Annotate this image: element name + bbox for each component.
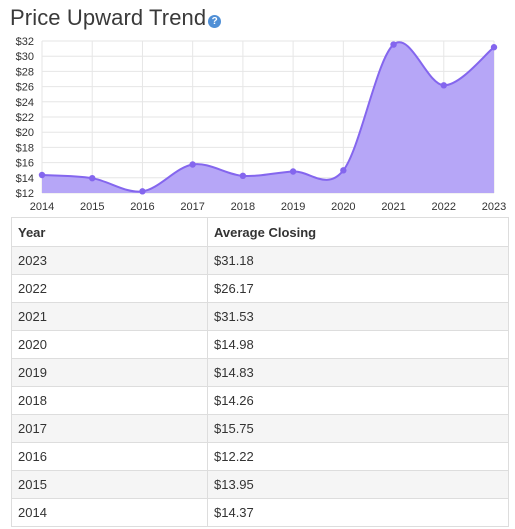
header-average-closing: Average Closing: [207, 217, 509, 247]
y-tick-label: $16: [16, 158, 34, 170]
table-row: 2014 $14.37: [11, 498, 509, 527]
x-tick-label: 2015: [80, 201, 104, 213]
price-table-container: Year Average Closing 2023 $31.18 2022 $26.1…: [11, 217, 509, 527]
y-tick-label: $24: [16, 97, 34, 109]
table-row: 2018 $14.26: [11, 386, 509, 415]
x-tick-label: 2017: [180, 201, 204, 213]
chart-area-layer: [41, 41, 495, 193]
y-axis-ticks: $12 $14 $16 $18 $20 $22 $24 $26 $28 $30 $32: [16, 36, 34, 200]
table-header-row: Year Average Closing: [11, 217, 509, 247]
table-row: 2020 $14.98: [11, 330, 509, 359]
y-tick-label: $14: [16, 173, 34, 185]
data-point: [440, 82, 447, 89]
y-tick-label: $20: [16, 127, 34, 139]
y-tick-label: $18: [16, 142, 34, 154]
x-tick-label: 2018: [231, 201, 255, 213]
average-closing-cell: $14.98: [207, 330, 509, 359]
data-point: [139, 188, 146, 195]
page-title: Price Upward Trend: [10, 5, 207, 30]
table-row: 2016 $12.22: [11, 442, 509, 471]
year-cell: 2022: [11, 274, 208, 303]
year-cell: 2019: [11, 358, 208, 387]
x-tick-label: 2014: [30, 201, 54, 213]
x-tick-label: 2022: [432, 201, 456, 213]
series-area-fill: [42, 42, 494, 193]
year-cell: 2014: [11, 498, 208, 527]
data-point: [239, 172, 247, 180]
price-table: Year Average Closing 2023 $31.18 2022 $26.1…: [11, 217, 509, 527]
y-tick-label: $28: [16, 66, 34, 78]
x-tick-label: 2021: [381, 201, 405, 213]
data-point: [38, 171, 46, 179]
average-closing-cell: $14.26: [207, 386, 509, 415]
table-row: 2022 $26.17: [11, 274, 509, 303]
table-row: 2015 $13.95: [11, 470, 509, 499]
data-point: [390, 41, 397, 48]
x-tick-label: 2023: [482, 201, 506, 213]
help-icon[interactable]: ?: [208, 14, 222, 28]
year-cell: 2023: [11, 246, 208, 275]
data-point: [89, 174, 96, 182]
y-tick-label: $32: [16, 36, 34, 48]
data-point: [289, 168, 297, 175]
data-point: [340, 167, 347, 174]
average-closing-cell: $31.18: [207, 246, 509, 275]
data-point: [490, 44, 498, 51]
y-tick-label: $30: [16, 51, 34, 63]
chart-points: [38, 41, 498, 195]
table-row: 2023 $31.18: [11, 246, 509, 275]
x-tick-label: 2020: [331, 201, 355, 213]
title-row: Price Upward Trend ?: [10, 4, 222, 32]
x-tick-label: 2019: [281, 201, 305, 213]
year-cell: 2018: [11, 386, 208, 415]
header-year: Year: [11, 217, 208, 247]
average-closing-cell: $13.95: [207, 470, 509, 499]
average-closing-cell: $15.75: [207, 414, 509, 443]
year-cell: 2017: [11, 414, 208, 443]
chart-grid: [41, 40, 495, 194]
table-row: 2021 $31.53: [11, 302, 509, 331]
average-closing-cell: $14.83: [207, 358, 509, 387]
x-axis-ticks: 2014 2015 2016 2017 2018 2019 2020 2021 2022 2023: [30, 201, 506, 213]
y-tick-label: $12: [16, 188, 34, 200]
year-cell: 2020: [11, 330, 208, 359]
average-closing-cell: $14.37: [207, 498, 509, 527]
price-trend-chart: $12$14$16$18$20$22$24$26$28$30$32 2014 20…: [16, 36, 507, 213]
average-closing-cell: $12.22: [207, 442, 509, 471]
year-cell: 2016: [11, 442, 208, 471]
y-tick-label: $26: [16, 82, 34, 94]
average-closing-cell: $31.53: [207, 302, 509, 331]
x-tick-label: 2016: [130, 201, 154, 213]
year-cell: 2021: [11, 302, 208, 331]
table-row: 2017 $15.75: [11, 414, 509, 443]
average-closing-cell: $26.17: [207, 274, 509, 303]
table-row: 2019 $14.83: [11, 358, 509, 387]
year-cell: 2015: [11, 470, 208, 499]
y-tick-label: $22: [16, 112, 34, 124]
data-point: [189, 161, 196, 168]
